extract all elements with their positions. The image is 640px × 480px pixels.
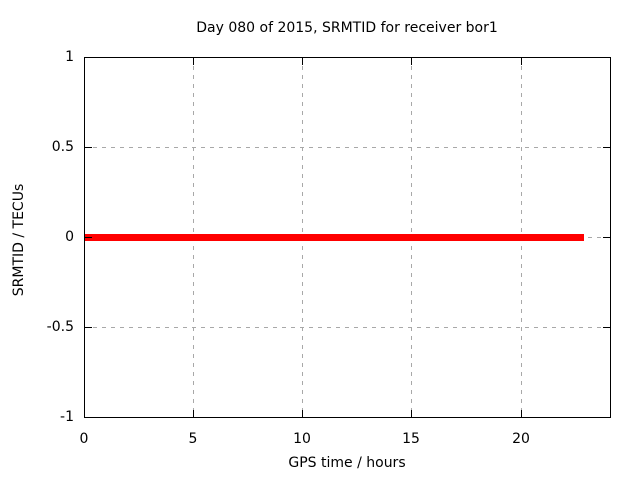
x-tick-top — [84, 58, 85, 65]
y-tick-label: 0.5 — [51, 139, 74, 155]
y-gridline — [84, 147, 610, 148]
x-tick-label: 20 — [512, 431, 530, 447]
x-tick-top — [193, 58, 194, 65]
x-tick-top — [302, 58, 303, 65]
y-tick-label: 0 — [65, 229, 74, 245]
y-tick-left — [85, 57, 92, 58]
y-tick-left — [85, 417, 92, 418]
x-tick-bottom — [521, 410, 522, 417]
x-tick-top — [411, 58, 412, 65]
y-tick-right — [603, 147, 610, 148]
x-tick-label: 10 — [293, 431, 311, 447]
y-tick-label: -0.5 — [46, 319, 74, 335]
x-tick-bottom — [302, 410, 303, 417]
x-tick-bottom — [193, 410, 194, 417]
plot-area-border — [84, 57, 611, 418]
y-tick-right — [603, 237, 610, 238]
y-tick-right — [603, 57, 610, 58]
y-tick-right — [603, 417, 610, 418]
x-tick-label: 0 — [79, 431, 89, 447]
y-tick-right — [603, 327, 610, 328]
x-axis-label: GPS time / hours — [288, 455, 406, 471]
x-tick-label: 5 — [188, 431, 198, 447]
y-tick-left — [85, 327, 92, 328]
x-tick-top — [521, 58, 522, 65]
y-gridline — [84, 327, 610, 328]
y-tick-label: -1 — [60, 409, 74, 425]
series-line — [84, 234, 584, 241]
x-tick-bottom — [411, 410, 412, 417]
x-tick-label: 15 — [402, 431, 420, 447]
x-tick-bottom — [84, 410, 85, 417]
chart-title: Day 080 of 2015, SRMTID for receiver bor… — [196, 20, 498, 36]
y-tick-label: 1 — [65, 49, 74, 65]
y-tick-left — [85, 147, 92, 148]
y-tick-left — [85, 237, 92, 238]
